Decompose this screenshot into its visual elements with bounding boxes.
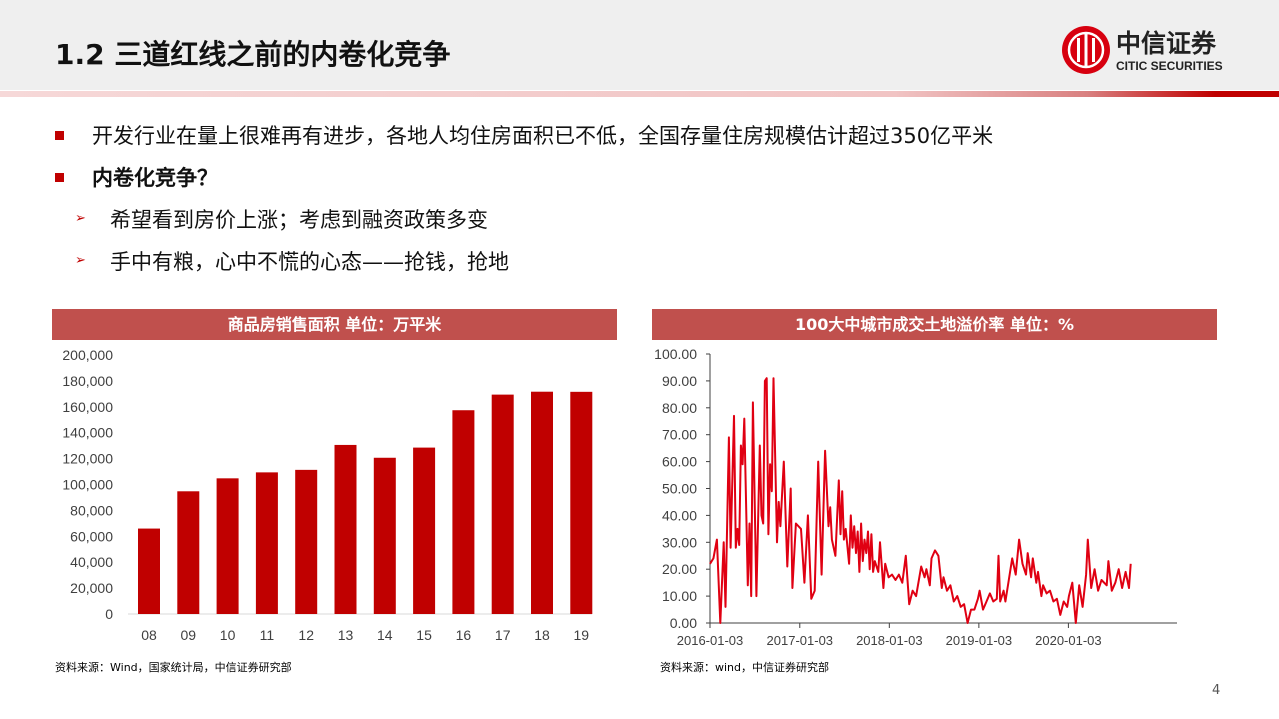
arrow-bullet-icon: ➢: [75, 253, 86, 268]
bar-11: [255, 472, 278, 614]
y-tick-label: 30.00: [662, 534, 697, 550]
y-tick-label: 0.00: [670, 615, 697, 631]
bullet-2: 内卷化竞争？: [92, 166, 218, 190]
x-tick-label: 11: [260, 627, 275, 643]
bar-08: [138, 528, 160, 614]
bar-14: [373, 457, 396, 614]
x-tick-label: 13: [338, 627, 354, 643]
x-tick-label: 2016-01-03: [677, 633, 744, 648]
y-tick-label: 40.00: [662, 507, 697, 523]
bar-19: [570, 391, 593, 614]
x-tick-label: 2017-01-03: [767, 633, 834, 648]
bar-18: [531, 391, 553, 614]
x-tick-label: 19: [574, 627, 590, 643]
bar-17: [491, 394, 514, 614]
y-tick-label: 0: [105, 606, 113, 622]
x-tick-label: 08: [141, 627, 157, 643]
y-tick-label: 70.00: [662, 427, 697, 443]
y-tick-label: 60,000: [70, 528, 113, 544]
x-tick-label: 2020-01-03: [1035, 633, 1102, 648]
bullet-square-icon: [55, 173, 64, 182]
y-tick-label: 80,000: [70, 502, 113, 518]
y-tick-label: 180,000: [62, 373, 113, 389]
page-number: 4: [1212, 683, 1221, 698]
logo-en: CITIC SECURITIES: [1116, 59, 1223, 73]
x-tick-label: 2019-01-03: [946, 633, 1013, 648]
bar-16: [452, 410, 475, 614]
bar-10: [216, 478, 239, 614]
header-divider: [0, 91, 1279, 97]
bar-15: [413, 447, 436, 614]
x-tick-label: 2018-01-03: [856, 633, 923, 648]
logo-cn: 中信证券: [1116, 29, 1217, 58]
y-tick-label: 20.00: [662, 561, 697, 577]
y-tick-label: 60.00: [662, 454, 697, 470]
y-tick-label: 80.00: [662, 400, 697, 416]
line-chart: 0.00 10.00 20.00 30.00 40.00 50.00 60.00 70.00 8…: [654, 346, 1177, 648]
y-tick-label: 160,000: [62, 399, 113, 415]
premium-rate-line: [709, 377, 1132, 624]
y-tick-label: 100.00: [654, 346, 697, 362]
x-tick-label: 09: [181, 627, 197, 643]
bar-chart-title: 商品房销售面积 单位：万平米: [52, 309, 617, 340]
bar-chart-source: 资料来源：Wind，国家统计局，中信证券研究部: [55, 661, 292, 674]
y-tick-label: 100,000: [62, 477, 113, 493]
bar-13: [334, 444, 357, 614]
y-tick-label: 90.00: [662, 373, 697, 389]
arrow-bullet-icon: ➢: [75, 211, 86, 226]
x-tick-label: 12: [298, 627, 314, 643]
bullet-square-icon: [55, 131, 64, 140]
y-tick-label: 120,000: [62, 451, 113, 467]
sub-bullet-1: 希望看到房价上涨；考虑到融资政策多变: [110, 208, 488, 232]
x-tick-label: 15: [416, 627, 432, 643]
y-tick-label: 200,000: [62, 347, 113, 363]
line-chart-title: 100大中城市成交土地溢价率 单位：%: [652, 309, 1217, 340]
bar-09: [177, 491, 200, 614]
x-tick-label: 17: [495, 627, 511, 643]
x-tick-label: 18: [534, 627, 550, 643]
citic-logo: 中信证券 CITIC SECURITIES: [1062, 26, 1223, 74]
y-tick-label: 50.00: [662, 481, 697, 497]
bar-chart: 0 20,000 40,000 60,000 80,000 100,000 120,000 1…: [62, 347, 593, 643]
y-tick-label: 140,000: [62, 425, 113, 441]
y-tick-label: 20,000: [70, 580, 113, 596]
x-tick-label: 10: [220, 627, 236, 643]
x-tick-label: 14: [377, 627, 393, 643]
page-title: 1.2 三道红线之前的内卷化竞争: [55, 38, 451, 71]
x-tick-label: 16: [456, 627, 472, 643]
sub-bullet-2: 手中有粮，心中不慌的心态——抢钱，抢地: [110, 250, 509, 274]
y-tick-label: 10.00: [662, 588, 697, 604]
line-chart-source: 资料来源：wind，中信证券研究部: [660, 661, 830, 674]
bar-12: [295, 469, 318, 614]
bullet-1: 开发行业在量上很难再有进步，各地人均住房面积已不低，全国存量住房规模估计超过35…: [92, 124, 994, 148]
y-tick-label: 40,000: [70, 554, 113, 570]
